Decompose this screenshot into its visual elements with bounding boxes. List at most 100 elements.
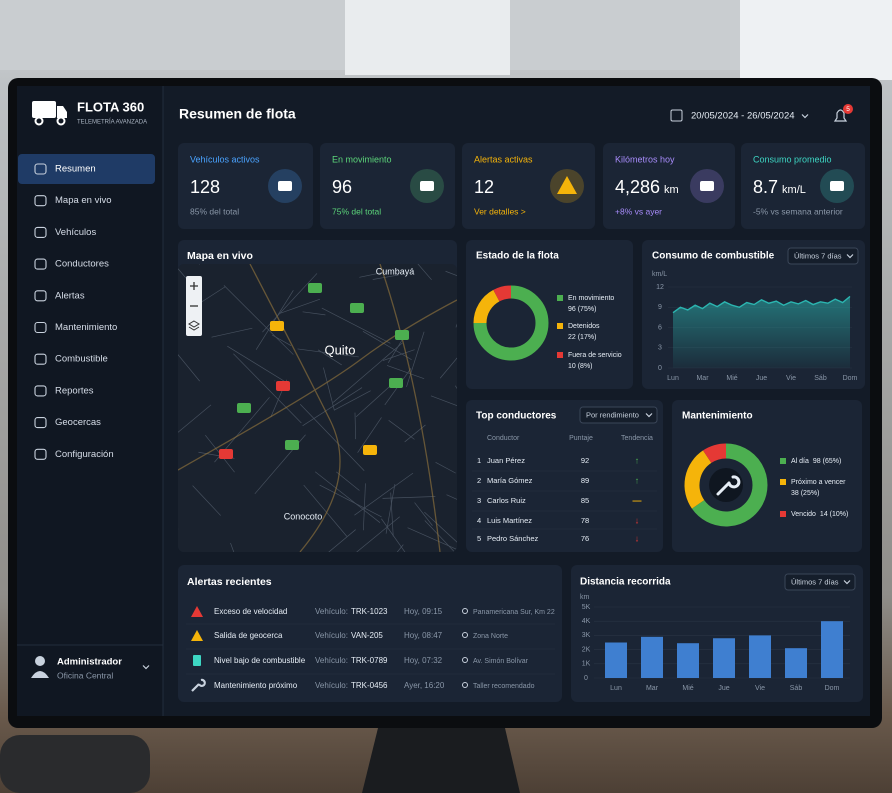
- nav-item[interactable]: Geocercas: [55, 417, 101, 428]
- nav-item[interactable]: Conductores: [55, 259, 109, 270]
- vehicle-id: TRK-0789: [351, 656, 388, 665]
- calendar-icon: [670, 109, 683, 122]
- value-label: 14 (10%): [820, 511, 848, 518]
- alert-type: Mantenimiento próximo: [214, 681, 298, 690]
- trend: ↑: [635, 455, 640, 465]
- map-vehicle[interactable]: [308, 283, 322, 293]
- alert-icon: [191, 630, 203, 641]
- map-street: [435, 461, 456, 474]
- dropdown[interactable]: [784, 573, 856, 591]
- legend-swatch: [557, 352, 563, 358]
- alert-type: Salida de geocerca: [214, 631, 283, 640]
- map-vehicle[interactable]: [350, 303, 364, 313]
- brand-name: FLOTA 360: [77, 99, 144, 114]
- kpi-icon: [420, 181, 434, 191]
- map-street: [345, 516, 400, 552]
- map-street: [314, 471, 381, 523]
- zoom-in[interactable]: [190, 282, 198, 290]
- nav-icon: [34, 417, 47, 429]
- driver-name: María Gómez: [487, 476, 533, 485]
- card-title: Alertas recientes: [187, 576, 272, 588]
- map-vehicle[interactable]: [395, 330, 409, 340]
- map-street: [302, 311, 326, 316]
- map-street: [223, 285, 294, 355]
- bar: [641, 636, 663, 678]
- axis-label: km/L: [652, 271, 667, 278]
- date-range[interactable]: 20/05/2024 - 26/05/2024: [691, 111, 795, 122]
- map-road: [178, 264, 457, 552]
- kpi-sub: -5% vs semana anterior: [753, 206, 843, 216]
- map-street: [323, 367, 335, 411]
- kpi-value: 4,286: [615, 177, 660, 197]
- map-vehicle[interactable]: [270, 321, 284, 331]
- map-street: [357, 417, 382, 453]
- map-vehicle[interactable]: [363, 445, 377, 455]
- y-tick-label: 3: [658, 345, 662, 352]
- nav-icon: [34, 385, 47, 397]
- bell-icon[interactable]: [833, 109, 848, 122]
- map-label: Quito: [324, 342, 355, 357]
- map-vehicle[interactable]: [276, 381, 290, 391]
- nav-item[interactable]: Vehículos: [55, 227, 96, 238]
- chevron-icon: [801, 114, 809, 119]
- legend-swatch: [780, 511, 786, 517]
- y-tick-label: 6: [658, 324, 662, 331]
- y-tick-label: 3K: [582, 632, 591, 639]
- bar: [677, 643, 699, 678]
- dropdown[interactable]: [787, 247, 859, 265]
- kpi-sub[interactable]: Ver detalles >: [474, 206, 526, 216]
- user-name: Administrador: [57, 657, 122, 668]
- map-vehicle[interactable]: [389, 378, 403, 388]
- nav-icon: [34, 258, 47, 270]
- map-vehicle[interactable]: [219, 449, 233, 459]
- kpi-icon: [557, 176, 577, 194]
- dropdown[interactable]: [579, 406, 658, 424]
- map-vehicle[interactable]: [237, 403, 251, 413]
- map-street: [362, 331, 412, 360]
- sidebar: [17, 86, 163, 716]
- nav-item[interactable]: Combustible: [55, 354, 108, 365]
- page-title: Resumen de flota: [179, 106, 296, 122]
- map-street: [233, 353, 302, 424]
- pin-icon: [462, 632, 468, 638]
- x-tick-label: Lun: [610, 685, 622, 692]
- donut-segment: [703, 443, 727, 464]
- vehicle-id: TRK-1023: [351, 607, 388, 616]
- map-label: Conocoto: [284, 511, 323, 521]
- layers[interactable]: [188, 320, 200, 331]
- legend-label: En movimiento: [568, 295, 614, 302]
- map-street: [390, 492, 394, 537]
- alert-time: Hoy, 08:47: [404, 631, 443, 640]
- vehicle-label: Vehículo:: [315, 656, 348, 665]
- nav-item[interactable]: Resumen: [55, 164, 96, 175]
- kpi-label: Vehículos activos: [190, 154, 260, 164]
- alert-icon: [193, 655, 201, 666]
- bar: [605, 642, 627, 678]
- map-street: [288, 529, 356, 552]
- monitor-stand: [362, 728, 520, 793]
- pin-icon: [462, 608, 468, 614]
- x-tick-label: Lun: [667, 375, 679, 382]
- map-vehicle[interactable]: [285, 440, 299, 450]
- rank: 5: [477, 534, 481, 543]
- map-street: [386, 365, 425, 380]
- card: [741, 143, 865, 229]
- trend: —: [633, 495, 642, 505]
- value-label: 38 (25%): [791, 490, 819, 497]
- dropdown-label: Por rendimiento: [586, 410, 639, 419]
- vehicle-label: Vehículo:: [315, 607, 348, 616]
- wrench-icon: [716, 475, 741, 496]
- nav-item[interactable]: Reportes: [55, 385, 94, 396]
- map-street: [279, 298, 321, 314]
- kpi-icon: [700, 181, 714, 191]
- y-tick-label: 1K: [582, 661, 591, 668]
- kpi-label: En movimiento: [332, 154, 392, 164]
- nav-item[interactable]: Mapa en vivo: [55, 195, 112, 206]
- legend-label: Vencido: [791, 511, 816, 518]
- map-street: [255, 290, 294, 350]
- nav-item[interactable]: Alertas: [55, 290, 85, 301]
- nav-item[interactable]: Mantenimiento: [55, 322, 117, 333]
- bar: [821, 621, 843, 678]
- score: 89: [581, 476, 589, 485]
- nav-item[interactable]: Configuración: [55, 449, 114, 460]
